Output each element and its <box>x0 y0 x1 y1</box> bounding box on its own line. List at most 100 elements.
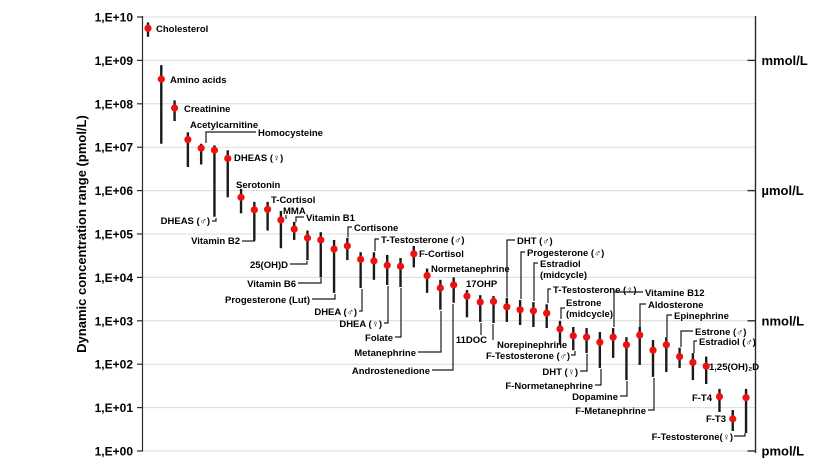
data-point-1-25-oh-d <box>702 362 710 370</box>
label-connector-cortisone <box>347 226 352 237</box>
data-point-vitamin-b2 <box>250 206 258 214</box>
point-label-f-testosterone: F-Testosterone (♂) <box>486 351 570 362</box>
data-point-25-oh-d <box>303 234 312 242</box>
y-tick-label-1e8: 1,E+08 <box>95 97 134 111</box>
point-label-11doc: 11DOC <box>456 335 487 346</box>
data-point-t-testosterone <box>370 257 378 265</box>
data-point-vitamine-b12 <box>609 333 617 341</box>
point-label-f-t3: F-T3 <box>706 414 726 425</box>
label-connector-f-normetanephrine <box>595 369 602 386</box>
data-point-creatinine <box>170 104 179 112</box>
data-point-normetanephrine <box>423 272 431 280</box>
point-label-dheas: DHEAS (♀) <box>234 153 283 164</box>
y-tick-label-1e6: 1,E+06 <box>95 184 134 198</box>
data-point-t-cortisol <box>264 205 272 213</box>
y-axis-title: Dynamic concentration range (pmol/L) <box>74 115 89 353</box>
data-point-dhea <box>383 261 391 269</box>
point-label-f-testosterone: F-Testosterone(♀) <box>652 432 733 443</box>
label-connector-estrone <box>680 330 693 347</box>
label-connector-dopamine <box>620 381 628 397</box>
data-point-dheas <box>210 146 219 154</box>
right-unit-label-mmol-l: mmol/L <box>762 53 808 68</box>
label-connector-f-metanephrine <box>648 378 655 411</box>
data-point-f-testosterone <box>742 393 750 402</box>
point-label-f-t4: F-T4 <box>692 393 713 404</box>
data-point-serotonin <box>237 193 245 201</box>
data-point-amino-acids <box>157 75 165 83</box>
data-point-t-testosterone <box>543 309 551 317</box>
data-point-vitamin-b6 <box>317 236 325 244</box>
data-point-dht <box>503 303 511 311</box>
data-point-11doc <box>476 298 484 306</box>
point-label-creatinine: Creatinine <box>184 104 230 115</box>
label-connector-dheas <box>212 218 217 222</box>
data-point-f-metanephrine <box>649 346 657 354</box>
point-label-normetanephrine: Normetanephrine <box>431 264 510 275</box>
data-point-norepinephrine <box>489 297 498 305</box>
point-label-estradiol-midcycle: Estradiol (midcycle) <box>540 259 587 281</box>
data-point-androstenedione <box>450 281 458 289</box>
data-point-estradiol <box>689 358 697 367</box>
label-connector-t-testosterone <box>547 288 551 303</box>
point-label-dhea: DHEA (♂) <box>314 307 357 318</box>
point-label-acetylcarnitine: Acetylcarnitine <box>190 120 258 131</box>
point-label-epinephrine: Epinephrine <box>674 311 729 322</box>
point-label-vitamin-b2: Vitamin B2 <box>191 236 240 247</box>
y-tick-label-1e2: 1,E+02 <box>95 358 134 372</box>
y-tick-label-1e1: 1,E+01 <box>95 401 134 415</box>
label-connector-androstenedione <box>432 304 454 371</box>
label-connector-t-testosterone <box>374 238 379 251</box>
data-point-f-normetanephrine <box>596 338 604 346</box>
data-point-cortisone <box>343 242 351 250</box>
point-label-dopamine: Dopamine <box>572 392 618 403</box>
point-label-17ohp: 17OHP <box>466 279 498 290</box>
data-point-dopamine <box>622 341 631 349</box>
y-tick-label-1e10: 1,E+10 <box>95 11 134 25</box>
data-point-estrone <box>676 352 684 361</box>
point-label-serotonin: Serotonin <box>236 180 281 191</box>
label-connector-homocysteine <box>205 131 256 143</box>
point-label-cortisone: Cortisone <box>354 223 398 234</box>
label-connector-dhea <box>384 286 389 324</box>
data-point-f-cortisol <box>410 250 418 258</box>
point-label-amino-acids: Amino acids <box>170 75 227 86</box>
point-label-norepinephrine: Norepinephrine <box>497 340 567 351</box>
label-connector-25-oh-d <box>290 261 308 265</box>
point-label-folate: Folate <box>365 333 393 344</box>
point-label-f-cortisol: F-Cortisol <box>419 249 464 260</box>
right-unit-label-nmol-l: nmol/L <box>762 313 805 328</box>
label-connector-f-testosterone <box>734 433 746 437</box>
point-label-t-testosterone: T-Testosterone (♂) <box>381 235 464 246</box>
point-label-dht: DHT (♂) <box>517 236 553 247</box>
point-label-25-oh-d: 25(OH)D <box>250 260 288 271</box>
label-connector-vitamin-b6 <box>298 278 322 284</box>
label-connector-progesterone <box>520 251 525 299</box>
data-point-acetylcarnitine <box>184 135 192 144</box>
data-point-folate <box>396 262 405 270</box>
data-point-estrone-midcycle <box>556 325 564 333</box>
point-label-homocysteine: Homocysteine <box>258 128 323 139</box>
data-point-metanephrine <box>436 284 444 292</box>
point-label-aldosterone: Aldosterone <box>648 300 703 311</box>
point-label-progesterone: Progesterone (♂) <box>527 248 604 259</box>
data-point-f-t3 <box>729 415 737 423</box>
label-connector-progesterone-lut <box>312 294 336 300</box>
y-tick-label-1e0: 1,E+00 <box>95 445 134 459</box>
point-label-vitamin-b1: Vitamin B1 <box>306 213 356 224</box>
data-point-f-testosterone <box>569 332 577 340</box>
point-label-estrone-midcycle: Estrone (midcycle) <box>566 298 613 320</box>
point-label-f-normetanephrine: F-Normetanephrine <box>505 381 593 392</box>
label-connector-dht <box>506 239 515 297</box>
point-label-vitamin-b6: Vitamin B6 <box>247 279 296 290</box>
data-point-dht <box>582 333 591 341</box>
right-unit-label-pmol-l: pmol/L <box>762 444 805 459</box>
y-tick-label-1e5: 1,E+05 <box>95 228 134 242</box>
point-label-mma: MMA <box>283 206 306 217</box>
label-connector-vitamin-b1 <box>295 216 304 222</box>
label-connector-dhea <box>359 289 363 312</box>
label-connector-f-testosterone <box>571 351 576 356</box>
point-label-progesterone-lut: Progesterone (Lut) <box>225 295 310 306</box>
point-label-metanephrine: Metanephrine <box>354 348 416 359</box>
